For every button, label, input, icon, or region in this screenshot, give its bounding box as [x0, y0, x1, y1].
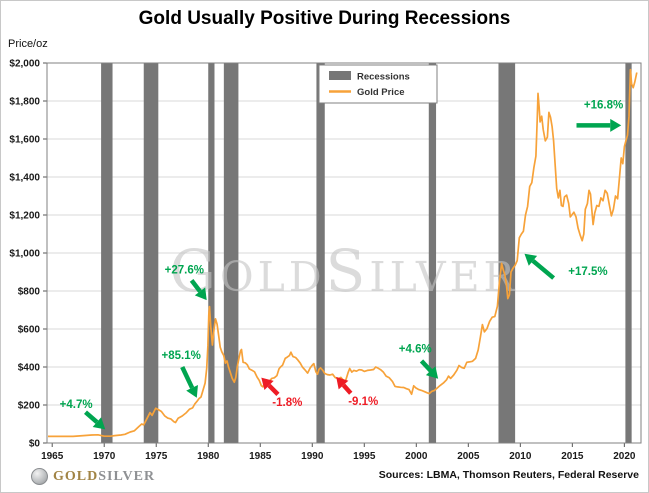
x-axis-tick-label: 1995: [353, 451, 376, 462]
annotation-arrow-head: [425, 366, 439, 379]
y-axis-tick-label: $0: [29, 439, 41, 450]
x-axis-tick-label: 1965: [41, 451, 64, 462]
annotation-arrow-head: [524, 253, 538, 266]
annotation-arrow-shaft: [267, 383, 280, 396]
y-axis-tick-label: $600: [18, 325, 41, 336]
annotation-label: +85.1%: [162, 350, 201, 362]
y-axis-tick-label: $200: [18, 401, 41, 412]
annotation-arrow-head: [261, 377, 274, 391]
y-axis-tick-label: $400: [18, 363, 41, 374]
sources-note: Sources: LBMA, Thomson Reuters, Federal …: [378, 469, 639, 481]
legend-swatch-recessions: [329, 71, 351, 80]
x-axis-tick-label: 2005: [457, 451, 480, 462]
recession-band: [143, 63, 159, 443]
annotation-arrow-head: [92, 417, 106, 430]
annotation-arrow-shaft: [180, 366, 195, 389]
x-axis-tick-label: 1990: [301, 451, 324, 462]
annotation-label: -9.1%: [348, 396, 378, 408]
recession-band: [316, 63, 325, 443]
x-axis-tick-label: 1985: [249, 451, 272, 462]
annotation-arrow-head: [610, 118, 622, 132]
annotation-arrow-head: [194, 287, 207, 301]
annotation-label: +27.6%: [165, 265, 204, 277]
y-axis-tick-label: $1,000: [9, 249, 40, 260]
annotation-arrow-shaft: [341, 383, 353, 395]
recession-band: [498, 63, 516, 443]
goldsilver-logo: GOLDSILVER: [31, 468, 155, 485]
annotation-arrow-head: [186, 385, 198, 398]
annotation-label: +17.5%: [568, 266, 607, 278]
annotation-label: +4.7%: [60, 399, 93, 411]
y-axis-tick-label: $2,000: [9, 59, 40, 70]
annotation-arrow-head: [336, 376, 349, 390]
recession-band: [625, 63, 632, 443]
logo-gold-text: GOLD: [53, 468, 99, 484]
annotation-label: +16.8%: [584, 99, 623, 111]
annotation-label: -1.8%: [272, 397, 302, 409]
y-axis-tick-label: $1,200: [9, 211, 40, 222]
x-axis-tick-label: 2000: [405, 451, 428, 462]
x-axis-tick-label: 2010: [509, 451, 532, 462]
chart-title: Gold Usually Positive During Recessions: [138, 8, 511, 29]
annotation-arrow-shaft: [84, 410, 99, 424]
annotation-arrow-shaft: [189, 278, 202, 293]
plot-border: [46, 62, 642, 444]
annotation-arrow-shaft: [531, 259, 556, 280]
recession-band: [101, 63, 113, 443]
annotation-label: +4.6%: [399, 343, 432, 355]
legend-label-gold-price: Gold Price: [357, 87, 405, 98]
y-axis-unit-label: Price/oz: [8, 38, 48, 50]
logo-silver-text: SILVER: [98, 468, 156, 484]
recession-band: [208, 63, 215, 443]
annotation-arrow-shaft: [419, 359, 433, 373]
logo-wordmark: GOLDSILVER: [53, 469, 155, 485]
gold-price-line: [48, 68, 638, 438]
y-axis-tick-label: $1,800: [9, 97, 40, 108]
x-axis-tick-label: 2020: [613, 451, 636, 462]
chart-footer: GOLDSILVER Sources: LBMA, Thomson Reuter…: [1, 464, 648, 488]
y-axis-tick-label: $1,400: [9, 173, 40, 184]
legend-label-recessions: Recessions: [357, 72, 410, 83]
x-axis-tick-label: 1970: [93, 451, 116, 462]
y-axis-tick-label: $1,600: [9, 135, 40, 146]
x-axis-tick-label: 1975: [145, 451, 168, 462]
coin-icon: [31, 468, 48, 485]
x-axis-tick-label: 2015: [561, 451, 584, 462]
y-axis-tick-label: $800: [18, 287, 41, 298]
watermark: GoldSilver: [170, 237, 519, 305]
recession-band: [428, 63, 437, 443]
recession-band: [223, 63, 239, 443]
gold-price-chart: $0 $200 $400 $600 $800 $1,000 $1,200 $1,400 $1,6…: [9, 59, 642, 462]
x-axis-tick-label: 1980: [197, 451, 220, 462]
